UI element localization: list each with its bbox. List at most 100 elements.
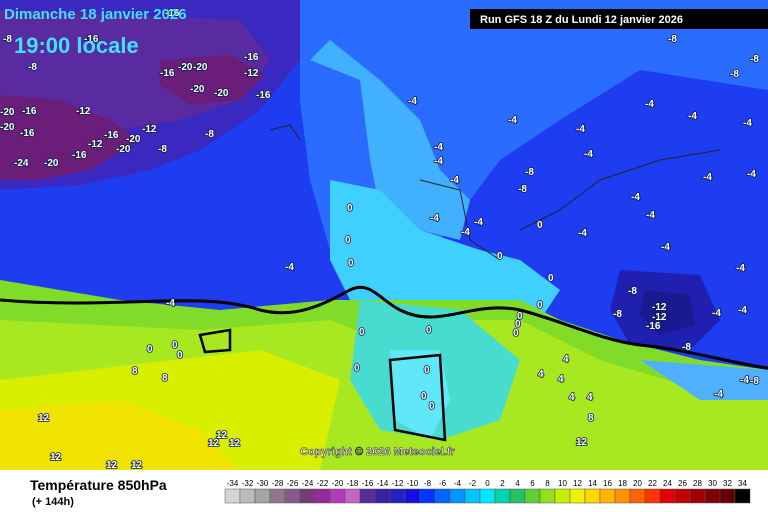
contour-label: -20	[126, 134, 141, 145]
contour-label: -4	[688, 111, 697, 122]
contour-label: -4	[738, 305, 747, 316]
legend: -34 -32 -30 -28 -26 -24 -22 -20 -18 -16 -14 -12 -10-…	[224, 479, 751, 504]
legend-swatch	[599, 488, 616, 504]
contour-label: -4	[714, 389, 723, 400]
legend-swatch	[254, 488, 271, 504]
legend-tick-label: -8	[424, 479, 432, 488]
legend-tick-label: -30	[257, 479, 269, 488]
legend-swatch	[449, 488, 466, 504]
contour-label: 8	[162, 373, 168, 384]
contour-label: 0	[537, 220, 543, 231]
legend-swatch	[494, 488, 511, 504]
legend-tick-label: 16	[603, 479, 612, 488]
legend-tick-label: 8	[545, 479, 550, 488]
legend-tick-label: -10	[407, 479, 419, 488]
legend-tick-label: 32	[723, 479, 732, 488]
contour-label: -16	[20, 128, 35, 139]
legend-tick-label: 20	[633, 479, 642, 488]
legend-swatch	[374, 488, 391, 504]
contour-label: -16	[165, 8, 180, 19]
contour-label: -20	[44, 158, 59, 169]
legend-swatch	[224, 488, 241, 504]
contour-label: -16	[646, 321, 661, 332]
legend-swatch	[434, 488, 451, 504]
legend-swatch	[509, 488, 526, 504]
legend-tick-label: 30	[708, 479, 717, 488]
contour-label: 0	[172, 340, 178, 351]
legend-swatch	[299, 488, 316, 504]
contour-label: 0	[354, 363, 360, 374]
contour-label: -4	[584, 149, 593, 160]
legend-tick-label: -34	[227, 479, 239, 488]
legend-tick-label: 0	[485, 479, 490, 488]
legend-swatch	[554, 488, 571, 504]
contour-label: -4	[747, 169, 756, 180]
contour-label: -16	[84, 34, 99, 45]
contour-label: 0	[345, 235, 351, 246]
contour-label: -12	[652, 302, 667, 313]
contour-label: -8	[730, 69, 739, 80]
contour-label: 12	[38, 413, 50, 424]
contour-label: -20	[178, 62, 193, 73]
contour-label: -12	[652, 312, 667, 323]
legend-tick-label: -32	[242, 479, 254, 488]
contour-label: -8	[628, 286, 637, 297]
legend-tick-label: -18	[347, 479, 359, 488]
contour-label: -8	[205, 129, 214, 140]
legend-swatch	[614, 488, 631, 504]
legend-swatch	[629, 488, 646, 504]
legend-swatch	[419, 488, 436, 504]
legend-swatch	[644, 488, 661, 504]
contour-label: 0	[497, 251, 503, 262]
contour-label: -16	[22, 106, 37, 117]
contour-label: -8	[682, 342, 691, 353]
legend-swatch	[689, 488, 706, 504]
legend-tick-label: 34	[738, 479, 747, 488]
contour-label: 0	[421, 391, 427, 402]
legend-swatch	[269, 488, 286, 504]
contour-label: 12	[50, 452, 62, 463]
contour-label: 12	[576, 437, 588, 448]
run-box	[470, 9, 768, 29]
legend-tick-label: -28	[272, 479, 284, 488]
contour-label: 4	[538, 369, 544, 380]
contour-label: -8	[28, 62, 37, 73]
contour-label: 12	[106, 460, 118, 471]
contour-label: -4	[434, 156, 443, 167]
contour-label: -16	[244, 52, 259, 63]
contour-label: 0	[429, 401, 435, 412]
legend-swatch	[704, 488, 721, 504]
contour-label: -12	[88, 139, 103, 150]
legend-tick-label: 24	[663, 479, 672, 488]
contour-label: 0	[517, 311, 523, 322]
contour-labels: -16-8 -16-8-16-20 -20-16-12-20 -20 -16-20 -16…	[0, 7, 760, 472]
contour-label: -16	[104, 130, 119, 141]
legend-swatch	[359, 488, 376, 504]
contour-label: -20	[190, 84, 205, 95]
contour-label: 8	[588, 413, 594, 424]
contour-label: 0	[347, 203, 353, 214]
contour-label: 12	[131, 460, 143, 471]
contour-label: 12	[229, 438, 241, 449]
map-background	[0, 0, 768, 470]
legend-swatch	[524, 488, 541, 504]
forecast-time: 19:00 locale	[14, 33, 139, 58]
contour-label: -4	[430, 213, 439, 224]
legend-tick-label: 6	[530, 479, 535, 488]
legend-swatch	[344, 488, 361, 504]
legend-swatch	[659, 488, 676, 504]
contour-label: -4	[740, 375, 749, 386]
contour-label: -4	[474, 217, 483, 228]
legend-swatch	[674, 488, 691, 504]
contour-label: -20	[193, 62, 208, 73]
legend-tick-label: 18	[618, 479, 627, 488]
contour-label: -4	[712, 308, 721, 319]
legend-swatch	[464, 488, 481, 504]
legend-swatch	[539, 488, 556, 504]
contour-label: 0	[359, 327, 365, 338]
legend-tick-label: -2	[469, 479, 477, 488]
legend-tick-label: -22	[317, 479, 329, 488]
contour-label: -12	[142, 124, 157, 135]
legend-tick-label: 2	[500, 479, 505, 488]
